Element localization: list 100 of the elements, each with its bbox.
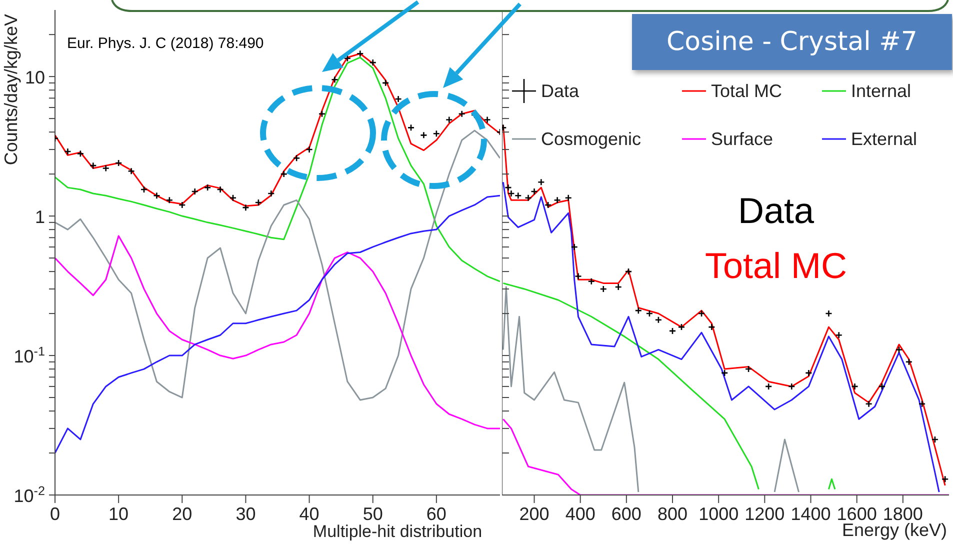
- x-tick-label: 1400: [790, 504, 831, 524]
- point: [544, 201, 552, 209]
- point: [918, 400, 926, 408]
- point: [242, 204, 250, 212]
- x-tick-label: 800: [657, 504, 688, 524]
- point: [178, 201, 186, 209]
- point: [624, 268, 632, 276]
- point: [708, 323, 716, 331]
- point: [646, 310, 654, 318]
- point: [344, 54, 352, 62]
- point: [140, 186, 148, 194]
- point: [825, 310, 832, 318]
- point: [76, 150, 84, 158]
- point: [570, 243, 578, 251]
- point: [698, 310, 706, 318]
- line-series: [55, 56, 500, 282]
- x-tick-label: 0: [50, 504, 60, 524]
- point: [420, 132, 428, 139]
- line-series: [55, 130, 500, 401]
- point: [280, 170, 288, 178]
- x-tick-label: 30: [236, 504, 256, 524]
- point: [905, 358, 913, 366]
- point: [166, 196, 174, 204]
- line-series: [55, 194, 500, 454]
- annotation: Eur. Phys. J. C (2018) 78:490: [67, 35, 264, 52]
- legend-label: Data: [541, 80, 580, 102]
- point: [574, 272, 582, 280]
- point: [64, 148, 72, 156]
- legend-label: Internal: [851, 80, 912, 102]
- x-tick-label: 1000: [698, 504, 739, 524]
- x-tick-label: 200: [519, 504, 550, 524]
- annotation: Total MC: [704, 245, 848, 286]
- point: [514, 192, 522, 200]
- point: [216, 186, 224, 194]
- point: [114, 159, 122, 167]
- y-axis-title: Counts/day/kg/keV: [1, 14, 21, 166]
- point: [878, 382, 886, 390]
- point: [851, 382, 858, 390]
- line-series: [55, 235, 500, 430]
- point: [554, 196, 561, 204]
- y-tick-label: 10$^{-2}$: [14, 484, 45, 506]
- point: [634, 306, 642, 314]
- point: [432, 130, 440, 138]
- point: [128, 167, 135, 175]
- point: [564, 194, 572, 202]
- point: [394, 95, 402, 103]
- point: [407, 124, 415, 132]
- legend-label: Surface: [711, 128, 774, 150]
- legend-label: Cosmogenic: [541, 128, 642, 150]
- x-tick-label: 50: [362, 504, 383, 524]
- y-tick-label: 10: [24, 68, 45, 88]
- point: [484, 116, 491, 124]
- x-tick-label: 40: [299, 504, 320, 524]
- point: [306, 146, 313, 154]
- point: [600, 285, 608, 293]
- point: [788, 382, 796, 390]
- point: [668, 327, 676, 335]
- point: [191, 188, 199, 196]
- point: [292, 154, 300, 162]
- point: [530, 188, 538, 196]
- point: [805, 369, 812, 377]
- x-tick-label: 400: [565, 504, 596, 524]
- text: Cosine - Crystal #7: [632, 14, 952, 70]
- point: [254, 198, 262, 206]
- point: [89, 162, 97, 170]
- x-tick-label: 600: [611, 504, 642, 524]
- point: [229, 194, 237, 202]
- point: [318, 110, 326, 118]
- line-series: [55, 52, 500, 207]
- x-tick-label: 60: [426, 504, 446, 524]
- point: [588, 278, 596, 286]
- legend-label: Total MC: [711, 80, 782, 102]
- point: [720, 369, 728, 377]
- y-tick-label: 10$^{-1}$: [14, 344, 45, 367]
- x-tick-label: 1200: [744, 504, 785, 524]
- point: [369, 58, 377, 66]
- point: [614, 283, 622, 291]
- point: [678, 323, 686, 331]
- point: [458, 110, 466, 118]
- x-tick-label: 10: [108, 504, 129, 524]
- point: [654, 316, 662, 324]
- point: [204, 184, 212, 192]
- point: [524, 194, 532, 202]
- point: [764, 382, 772, 390]
- point: [941, 475, 949, 483]
- point: [895, 346, 903, 354]
- point: [538, 178, 545, 186]
- point: [744, 365, 752, 373]
- point: [356, 50, 364, 58]
- point: [153, 192, 160, 200]
- point: [445, 116, 453, 124]
- point: [835, 331, 843, 339]
- legend-label: External: [851, 128, 918, 150]
- point: [267, 190, 275, 198]
- y-tick-label: 1: [34, 207, 45, 228]
- x-axis-title: Multiple-hit distribution: [312, 522, 482, 541]
- point: [931, 436, 939, 444]
- point: [865, 400, 872, 408]
- x-tick-label: 20: [172, 504, 192, 524]
- point: [331, 76, 338, 84]
